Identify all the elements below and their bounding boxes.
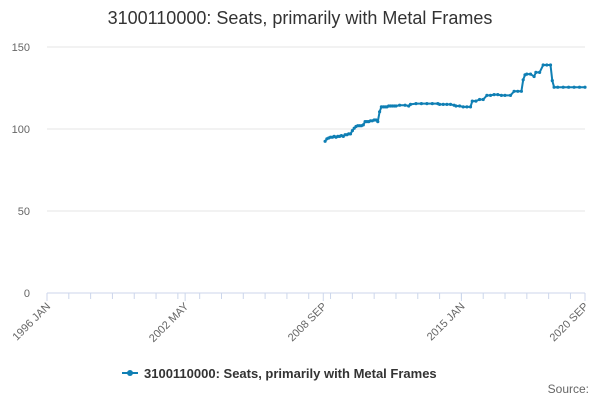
series-line [324, 64, 585, 142]
data-point [465, 105, 469, 109]
data-point [577, 85, 582, 89]
data-point [556, 85, 560, 89]
x-tick-label: 2002 MAY [147, 300, 192, 345]
legend-series-marker [127, 370, 133, 376]
data-point [538, 70, 542, 74]
data-point [499, 93, 503, 97]
data-point [414, 102, 418, 106]
data-point [516, 89, 520, 93]
y-tick-label: 100 [12, 124, 30, 136]
y-tick-label: 0 [24, 288, 30, 300]
data-point [348, 132, 353, 136]
data-point [425, 102, 429, 106]
data-point [485, 93, 489, 97]
data-point [572, 85, 576, 89]
data-point [419, 102, 423, 106]
data-point [492, 93, 496, 97]
data-point [478, 97, 482, 102]
y-tick-labels: 0 50 100 150 [12, 42, 30, 300]
source-label: Source: [548, 382, 589, 396]
data-point [548, 63, 553, 67]
data-point [567, 85, 571, 89]
data-point [448, 102, 453, 106]
data-point [552, 85, 556, 89]
data-point [481, 97, 485, 102]
data-point [541, 63, 545, 67]
x-tick-label: 2015 JAN [425, 301, 468, 344]
data-point [398, 103, 402, 107]
y-gridlines [47, 46, 585, 212]
data-point [378, 110, 382, 114]
data-point [361, 123, 365, 127]
data-point [408, 102, 413, 106]
data-point [438, 102, 442, 106]
y-tick-label: 150 [12, 42, 30, 54]
data-point [470, 99, 474, 103]
data-point [496, 93, 500, 97]
data-point [561, 85, 565, 89]
legend-series-label: 3100110000: Seats, primarily with Metal … [144, 366, 437, 381]
data-point [532, 74, 536, 79]
data-point [474, 99, 478, 103]
data-point [454, 104, 458, 108]
data-point [521, 78, 525, 82]
data-point [488, 93, 493, 97]
data-point [519, 89, 524, 93]
data-point [503, 93, 507, 97]
x-tick-label: 2008 SEP [286, 301, 330, 345]
data-point [394, 104, 398, 108]
data-point [445, 102, 449, 106]
data-point [323, 139, 327, 143]
y-tick-label: 50 [18, 206, 30, 218]
data-point [468, 105, 473, 109]
data-point [583, 85, 587, 89]
data-point [458, 104, 462, 108]
data-point [403, 103, 407, 107]
plot-area [323, 63, 587, 143]
data-point [534, 70, 538, 74]
data-point [441, 102, 445, 106]
data-point [550, 79, 554, 83]
x-tick-label: 2020 SEP [548, 301, 592, 345]
data-point [525, 72, 529, 76]
data-point [376, 120, 380, 124]
data-point [350, 129, 354, 133]
chart-title: 3100110000: Seats, primarily with Metal … [108, 8, 493, 28]
data-point [461, 105, 465, 109]
data-point [508, 93, 513, 97]
data-point [430, 102, 434, 106]
data-point [512, 89, 516, 93]
legend[interactable]: 3100110000: Seats, primarily with Metal … [122, 366, 437, 381]
x-tick-label: 1996 JAN [10, 301, 53, 344]
data-point [545, 63, 549, 67]
data-point [528, 72, 533, 76]
x-axis: 1996 JAN 2002 MAY 2008 SEP 2015 JAN 2020 SEP [10, 292, 592, 345]
